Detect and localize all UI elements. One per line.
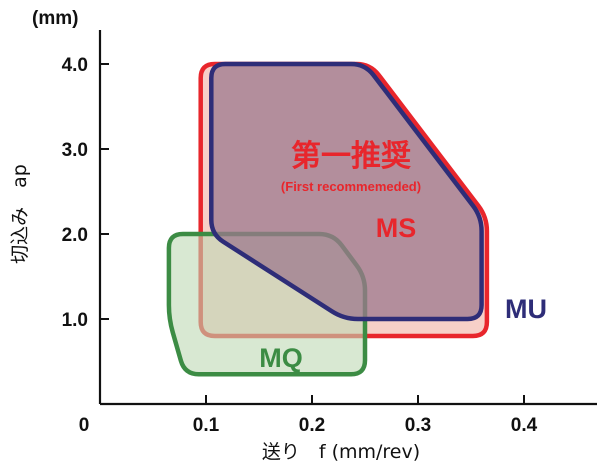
y-tick-label: 4.0 (62, 55, 88, 76)
x-tick-label: 0.3 (405, 415, 431, 436)
y-axis-title: 切込み ap (9, 164, 31, 264)
y-tick-label: 2.0 (62, 225, 88, 246)
x-tick-label: 0.4 (511, 415, 538, 436)
region-mu (209, 61, 484, 322)
mu-label: MU (505, 294, 547, 324)
mq-label: MQ (259, 343, 303, 373)
y-tick-label: 3.0 (62, 140, 88, 161)
axes-layer (98, 30, 597, 406)
recommend-title: 第一推奨 (291, 139, 411, 173)
recommend-subtitle: (First recommemeded) (281, 179, 421, 194)
ms-label: MS (376, 213, 417, 243)
x-axis-title: 送り f (mm/rev) (262, 441, 420, 463)
x-tick-label: 0.1 (193, 415, 220, 436)
y-tick-label: 1.0 (62, 310, 88, 331)
origin-label: 0 (79, 415, 90, 436)
regions-layer (166, 61, 490, 377)
y-unit-label: (mm) (32, 8, 78, 29)
ticks-layer: 0.1 0.2 0.3 0.4 1.0 2.0 3.0 4.0 (62, 55, 538, 436)
x-tick-label: 0.2 (299, 415, 325, 436)
